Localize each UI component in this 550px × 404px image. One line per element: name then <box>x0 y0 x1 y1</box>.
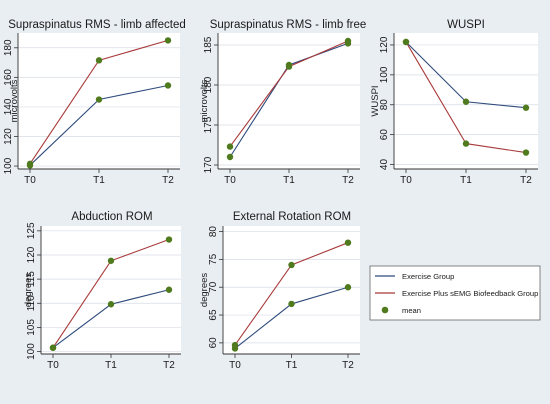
mean-point <box>164 37 172 44</box>
x-tick-label: T1 <box>93 175 105 186</box>
y-tick-label: 60 <box>208 337 219 349</box>
mean-point <box>107 301 115 308</box>
y-tick-label: 80 <box>379 99 390 111</box>
panel-wuspi: WUSPI WUSPI 40 60 80 100 120 T0 T1 T2 <box>370 19 538 186</box>
y-axis-label: degrees <box>199 273 210 308</box>
x-tick-label: T2 <box>342 360 354 371</box>
y-tick-label: 100 <box>26 343 37 360</box>
mean-point <box>226 153 234 161</box>
chart-title: Supraspinatus RMS - limb affected <box>8 19 185 31</box>
y-axis-label: microvolts <box>199 79 210 122</box>
mean-point <box>462 140 470 147</box>
legend-marker-mean <box>381 306 389 314</box>
mean-point <box>165 286 173 293</box>
y-tick-label: 120 <box>26 246 37 263</box>
plot-area <box>218 33 360 169</box>
y-axis-label: microvolts <box>9 79 20 122</box>
x-tick-label: T0 <box>400 175 412 186</box>
x-tick-label: T0 <box>24 175 36 186</box>
mean-point <box>462 98 470 105</box>
plot-area <box>41 226 181 354</box>
mean-point <box>95 57 103 64</box>
y-tick-label: 100 <box>379 66 390 83</box>
x-tick-label: T1 <box>105 360 117 371</box>
x-tick-label: T2 <box>163 360 175 371</box>
y-tick-label: 110 <box>26 295 37 311</box>
x-tick-label: T1 <box>283 175 295 186</box>
legend-label-exercise: Exercise Group <box>402 272 454 281</box>
y-tick-label: 75 <box>208 253 219 265</box>
y-axis-label: degrees <box>23 273 34 308</box>
mean-point <box>165 236 173 243</box>
mean-point <box>344 37 352 45</box>
y-axis-label: WUSPI <box>370 85 381 116</box>
y-tick-label: 65 <box>208 309 219 321</box>
mean-point <box>285 63 293 70</box>
panel-abduction-rom: Abduction ROM degrees 100 105 110 115 120 125… <box>23 211 181 371</box>
y-tick-label: 100 <box>3 157 14 174</box>
y-tick-label: 180 <box>3 39 14 56</box>
y-tick-label: 120 <box>379 36 390 53</box>
y-tick-label: 185 <box>203 36 214 53</box>
legend: Exercise Group Exercise Plus sEMG Biofee… <box>369 265 541 321</box>
legend-label-biofeedback: Exercise Plus sEMG Biofeedback Group <box>402 289 538 298</box>
panel-supraspinatus-free: Supraspinatus RMS - limb free microvolts… <box>199 19 366 186</box>
mean-point <box>26 160 34 168</box>
y-tick-label: 140 <box>3 98 14 115</box>
legend-label-mean: mean <box>402 306 421 315</box>
mean-point <box>95 96 103 103</box>
mean-point <box>344 239 352 246</box>
mean-point <box>522 104 530 111</box>
y-tick-label: 175 <box>203 116 214 133</box>
mean-point <box>344 284 352 291</box>
chart-title: Supraspinatus RMS - limb free <box>210 19 367 31</box>
chart-title: Abduction ROM <box>71 211 152 223</box>
x-tick-label: T2 <box>342 175 354 186</box>
y-tick-label: 180 <box>203 76 214 93</box>
y-tick-label: 60 <box>379 129 390 141</box>
chart-title: WUSPI <box>447 19 485 31</box>
y-tick-label: 70 <box>208 281 219 293</box>
panel-external-rotation-rom: External Rotation ROM degrees 60 65 70 75 80… <box>199 211 360 371</box>
y-tick-label: 170 <box>203 156 214 173</box>
x-tick-label: T0 <box>47 360 59 371</box>
y-tick-label: 120 <box>3 128 14 145</box>
panel-supraspinatus-affected: Supraspinatus RMS - limb affected microv… <box>3 19 186 186</box>
mean-point <box>231 341 239 349</box>
x-tick-label: T2 <box>520 175 532 186</box>
x-tick-label: T0 <box>229 360 241 371</box>
y-tick-label: 125 <box>26 222 37 239</box>
mean-point <box>49 344 57 351</box>
y-tick-label: 80 <box>208 226 219 238</box>
y-tick-label: 115 <box>26 271 37 287</box>
mean-point <box>522 149 530 156</box>
mean-point <box>164 82 172 89</box>
mean-point <box>288 261 295 269</box>
y-tick-label: 160 <box>3 69 14 86</box>
mean-point <box>288 300 295 308</box>
y-tick-label: 40 <box>379 159 390 171</box>
mean-point <box>107 257 115 264</box>
x-tick-label: T0 <box>224 175 236 186</box>
chart-title: External Rotation ROM <box>233 211 351 223</box>
mean-point <box>226 143 234 150</box>
legend-box <box>369 265 541 321</box>
x-tick-label: T1 <box>460 175 472 186</box>
x-tick-label: T2 <box>162 175 174 186</box>
mean-point <box>402 38 410 46</box>
y-tick-label: 105 <box>26 319 37 336</box>
x-tick-label: T1 <box>286 360 298 371</box>
